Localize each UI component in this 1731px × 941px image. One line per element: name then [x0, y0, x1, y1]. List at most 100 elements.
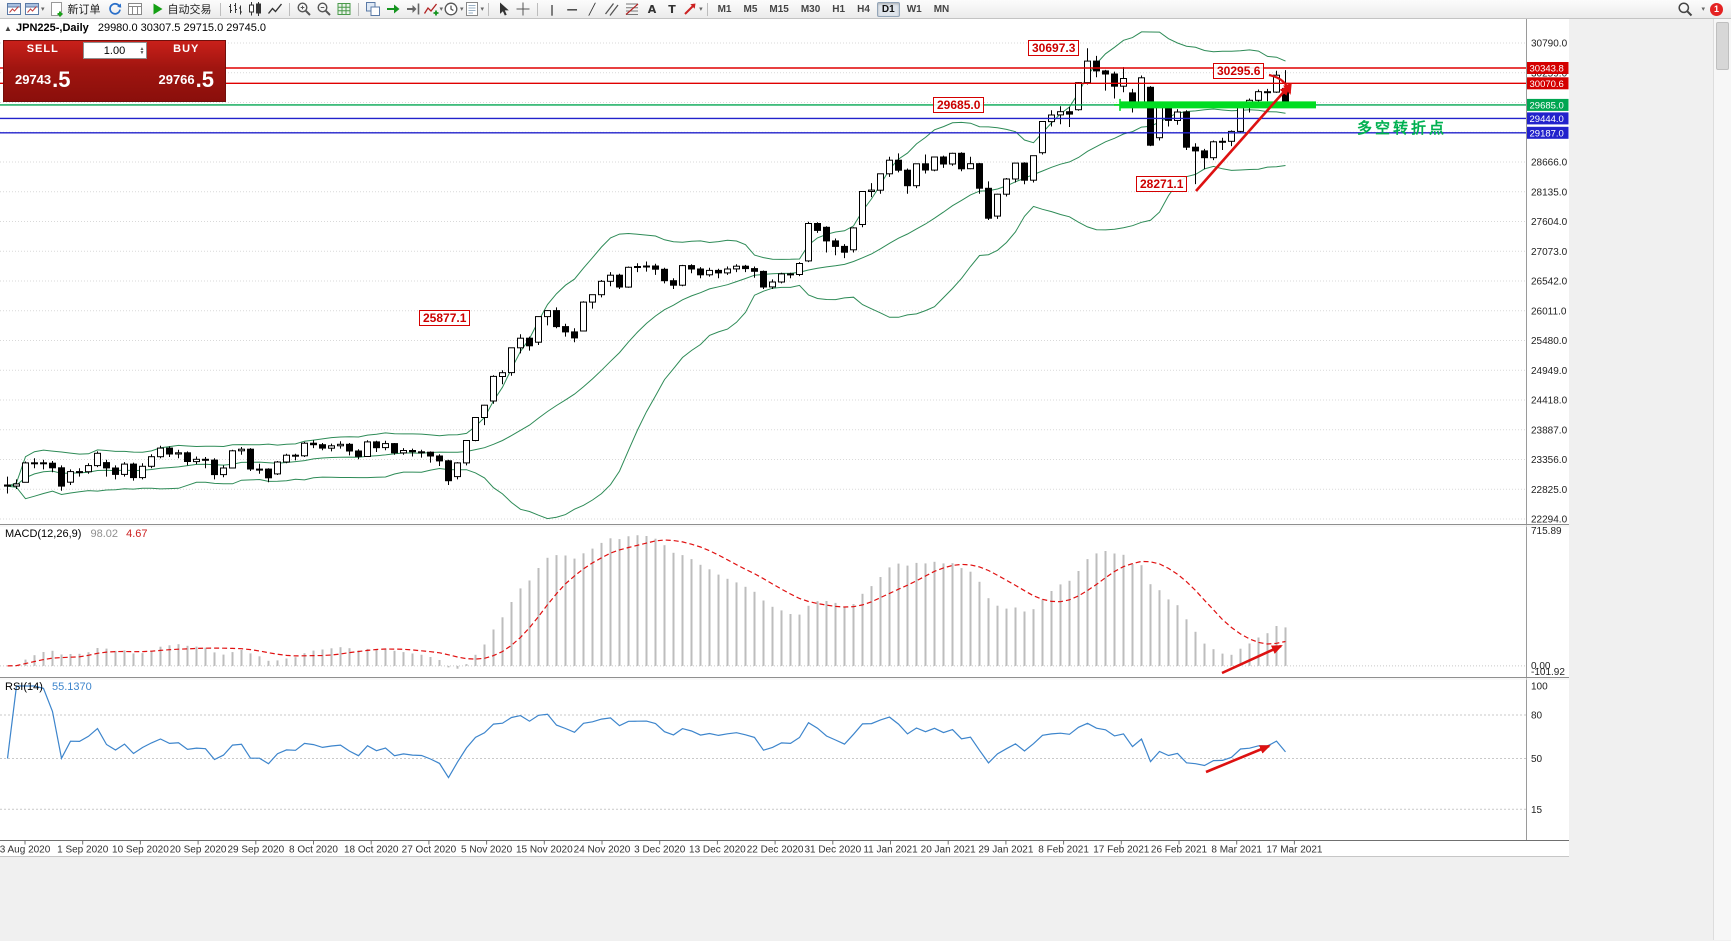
rsi-title: RSI(14): [5, 681, 43, 693]
candle: [355, 449, 362, 460]
vline-tool-button[interactable]: |: [542, 1, 562, 18]
autotrading-button[interactable]: 自动交易: [145, 1, 216, 18]
svg-text:3 Dec 2020: 3 Dec 2020: [634, 845, 686, 856]
spinner-up-icon[interactable]: ▲: [139, 45, 145, 52]
chart-shift-button[interactable]: [403, 1, 423, 18]
chart-canvas[interactable]: 30790.030259.029728.029197.028666.028135…: [0, 19, 1569, 856]
trend-arrow[interactable]: [1195, 84, 1291, 192]
candle: [598, 280, 605, 298]
candle: [1201, 148, 1208, 170]
candlestick-mode-button[interactable]: [245, 1, 265, 18]
timeframe-m5-button[interactable]: M5: [743, 3, 758, 15]
new-chart-icon: [6, 1, 22, 17]
fibonacci-tool-button[interactable]: [622, 1, 642, 18]
sell-button[interactable]: SELL 29743.5: [4, 41, 82, 101]
timeframe-h4-button[interactable]: H4: [857, 3, 870, 15]
trendline-tool-button[interactable]: ╱: [582, 1, 602, 18]
zoom-in-button[interactable]: [294, 1, 314, 18]
candle: [1057, 106, 1064, 125]
candle: [733, 264, 740, 273]
macd-trend-arrow[interactable]: [1221, 644, 1283, 675]
toolbar-separator: [288, 2, 290, 16]
scrollbar-thumb[interactable]: [1716, 22, 1729, 70]
candle: [805, 221, 812, 263]
templates-caret-icon: ▾: [480, 6, 485, 13]
auto-scroll-button[interactable]: [383, 1, 403, 18]
search-button[interactable]: [1675, 1, 1695, 18]
candle: [553, 307, 560, 329]
indicators-list-button[interactable]: ▾: [423, 1, 443, 18]
price-callout[interactable]: 30295.6: [1213, 63, 1265, 79]
one-click-collapse-toggle[interactable]: ▲: [4, 24, 12, 33]
candle: [967, 156, 974, 170]
timeframe-h1-button[interactable]: H1: [832, 3, 846, 15]
horizontal-lines[interactable]: [0, 67, 1526, 134]
buy-button[interactable]: BUY 29766.5: [148, 41, 226, 101]
price-callout[interactable]: 28271.1: [1136, 176, 1188, 192]
rsi-value: 55.1370: [51, 681, 92, 693]
candle: [1219, 137, 1226, 150]
data-window-button[interactable]: [125, 1, 145, 18]
cursor-tool-button[interactable]: [493, 1, 513, 18]
refresh-charts-button[interactable]: [105, 1, 125, 18]
price-callout[interactable]: 30697.3: [1028, 40, 1080, 56]
crosshair-tool-button[interactable]: [513, 1, 533, 18]
crosshair-tool-icon: [515, 1, 531, 17]
timeframe-w1-button[interactable]: W1: [906, 3, 922, 15]
search-icon: [1677, 1, 1693, 17]
svg-text:80: 80: [1531, 711, 1543, 722]
candle: [814, 222, 821, 233]
svg-text:3 Aug 2020: 3 Aug 2020: [0, 845, 51, 856]
svg-text:20 Sep 2020: 20 Sep 2020: [170, 845, 227, 856]
rsi-trend-arrow[interactable]: [1205, 744, 1271, 774]
svg-text:29444.0: 29444.0: [1530, 114, 1564, 125]
timeframe-mn-button[interactable]: MN: [933, 3, 950, 15]
line-chart-mode-button[interactable]: [265, 1, 285, 18]
new-order-button[interactable]: 新订单: [45, 1, 105, 18]
spinner-down-icon[interactable]: ▼: [139, 49, 145, 56]
profiles-button[interactable]: ▾: [24, 1, 45, 18]
bottom-empty-area: [0, 856, 1569, 941]
candle: [40, 459, 47, 470]
periods-list-button[interactable]: ▾: [443, 1, 464, 18]
candle: [679, 264, 686, 287]
lower-band: [7, 165, 1286, 520]
price-callout[interactable]: 29685.0: [933, 97, 985, 113]
vertical-scrollbar[interactable]: [1713, 19, 1731, 940]
candle: [94, 451, 101, 468]
volume-spinner[interactable]: ▲ ▼: [140, 43, 145, 58]
vline-tool-icon: |: [550, 2, 555, 16]
tile-windows-button[interactable]: [363, 1, 383, 18]
text-tool-button[interactable]: A: [642, 1, 662, 18]
price-callout[interactable]: 25877.1: [419, 310, 471, 326]
annotation-cn-text[interactable]: 多空转折点: [1357, 120, 1448, 137]
hline-tool-button[interactable]: —: [562, 1, 582, 18]
candle: [238, 447, 245, 455]
trend-arrows[interactable]: [1195, 73, 1292, 774]
candle: [1147, 86, 1154, 147]
candle: [175, 449, 182, 459]
trend-arrow[interactable]: [1268, 73, 1292, 95]
channel-tool-icon: [604, 1, 620, 17]
zoom-out-button[interactable]: [314, 1, 334, 18]
label-tool-button[interactable]: T: [662, 1, 682, 18]
volume-column: 1.00 ▲ ▼: [82, 41, 148, 101]
bar-chart-mode-button[interactable]: [225, 1, 245, 18]
notification-badge[interactable]: 1: [1710, 2, 1723, 16]
timeframe-m15-button[interactable]: M15: [769, 3, 789, 15]
timeframe-m1-button[interactable]: M1: [717, 3, 732, 15]
grid-toggle-button[interactable]: [334, 1, 354, 18]
candle: [958, 152, 965, 172]
timeframe-d1-button[interactable]: D1: [876, 1, 900, 17]
price-tag: 29444.0: [1526, 112, 1569, 125]
toolbar-right: ▾ 1: [1675, 1, 1727, 18]
svg-text:5 Nov 2020: 5 Nov 2020: [461, 845, 513, 856]
svg-text:17 Feb 2021: 17 Feb 2021: [1093, 845, 1150, 856]
volume-input[interactable]: 1.00 ▲ ▼: [82, 42, 147, 59]
arrows-tool-button[interactable]: ▾: [682, 1, 703, 18]
timeframe-m30-button[interactable]: M30: [800, 3, 821, 15]
new-chart-button[interactable]: [4, 1, 24, 18]
candle: [976, 162, 983, 194]
templates-button[interactable]: ▾: [464, 1, 485, 18]
channel-tool-button[interactable]: [602, 1, 622, 18]
